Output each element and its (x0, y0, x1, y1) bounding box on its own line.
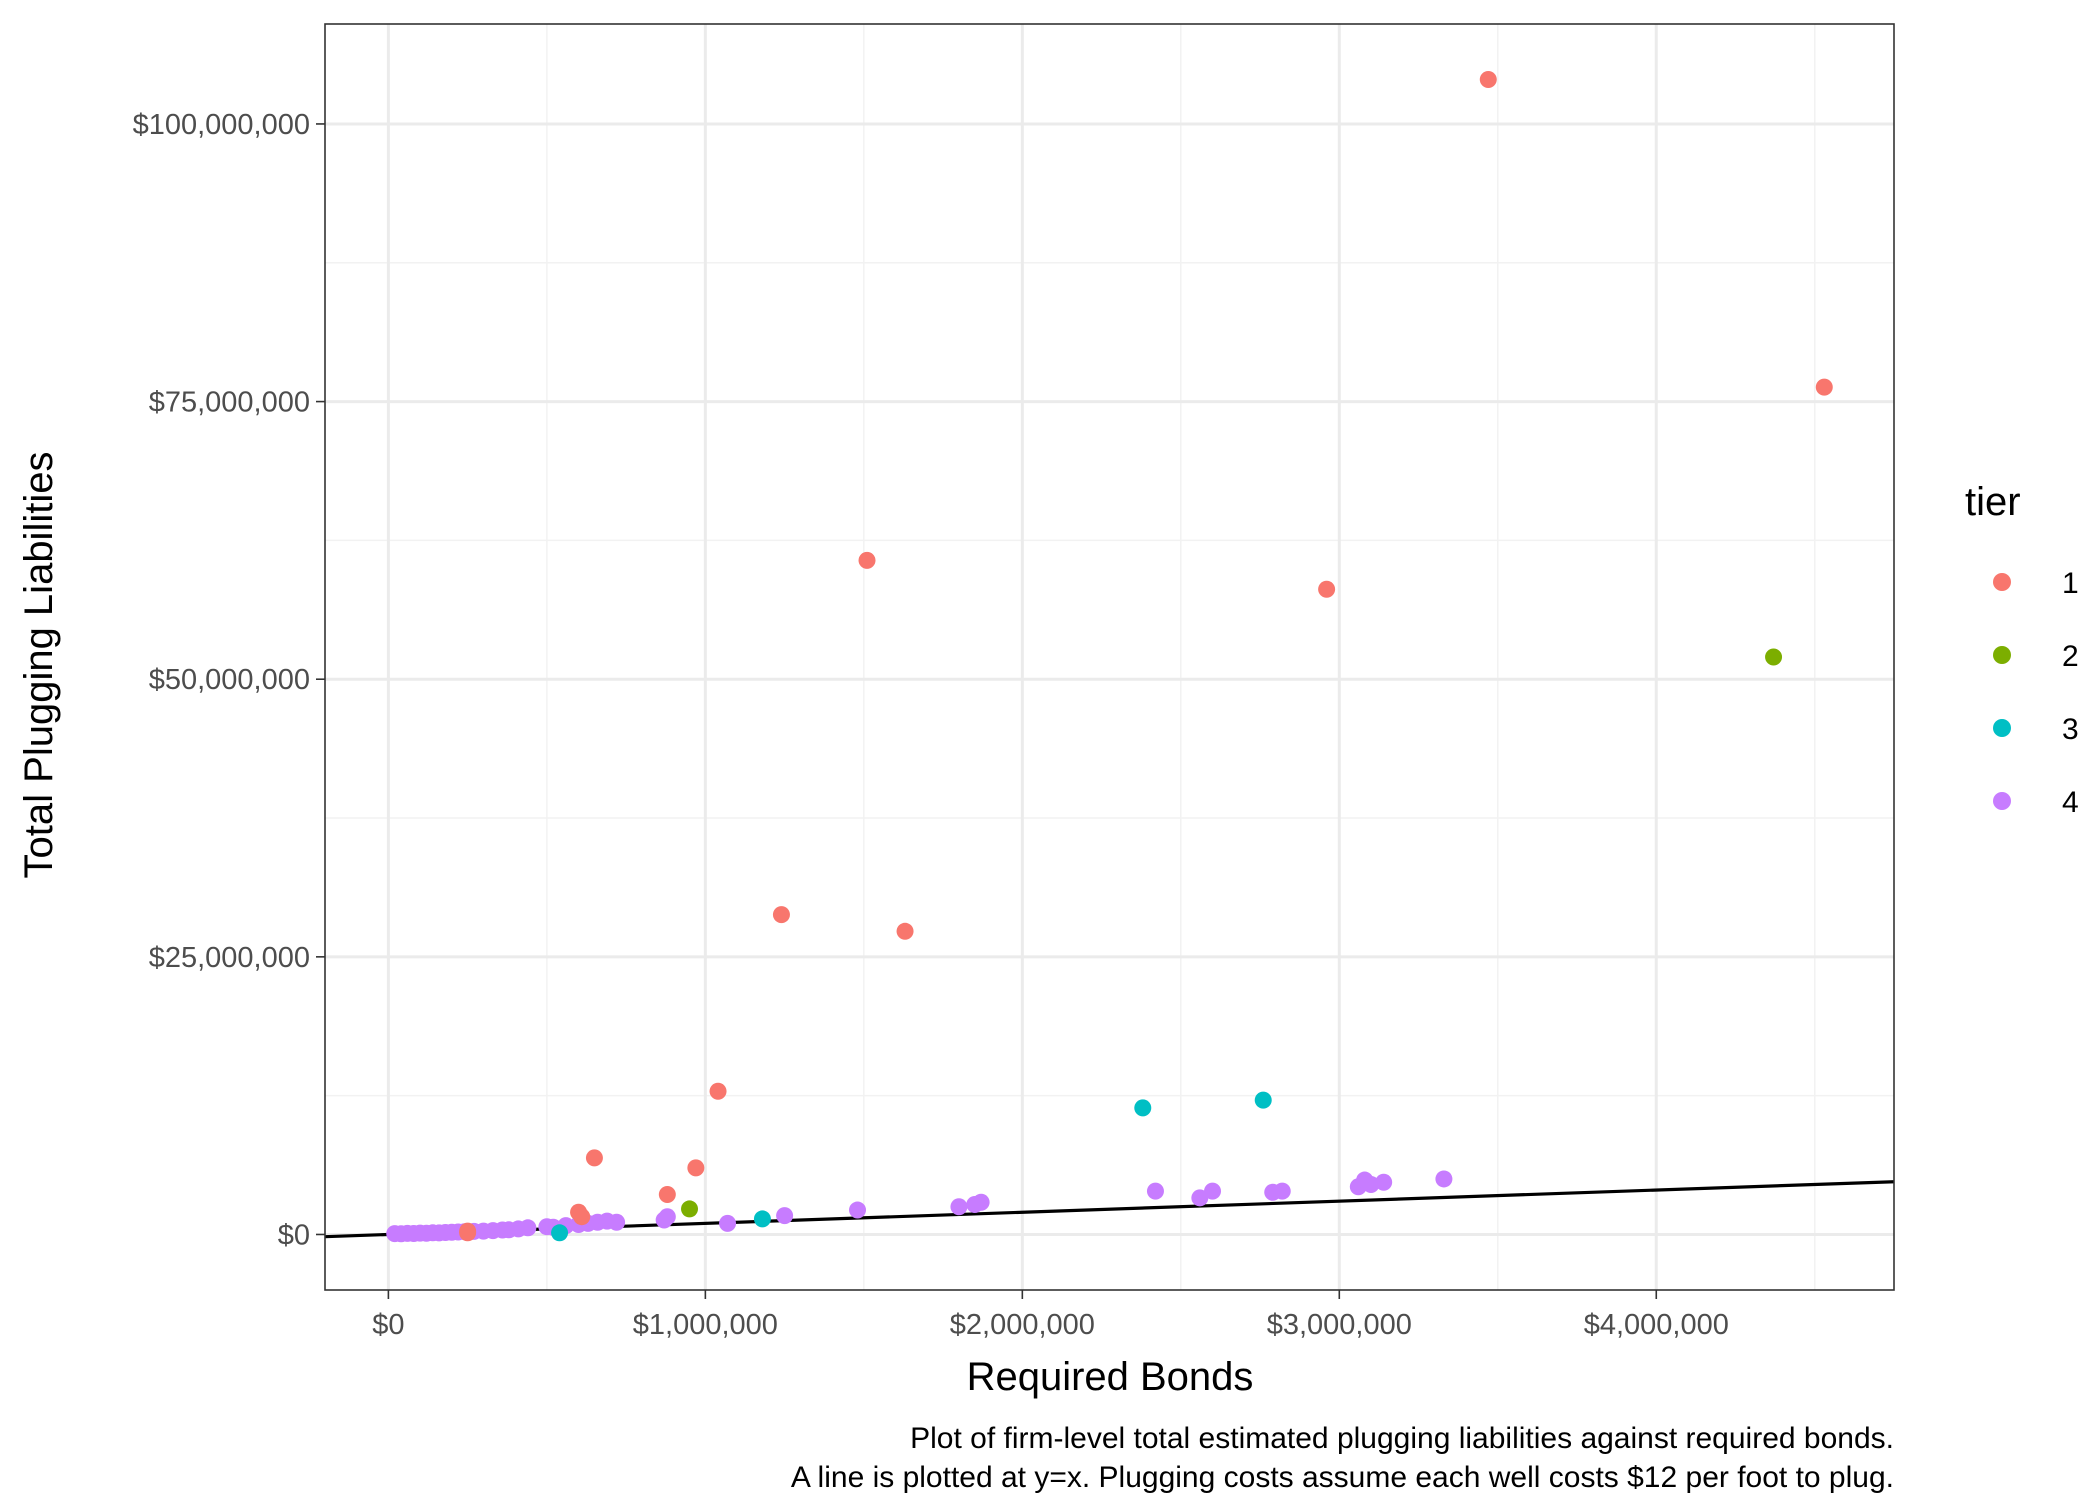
y-tick-label: $0 (278, 1219, 310, 1251)
legend-entries: 1 2 3 4 (1993, 567, 2079, 819)
data-point-tier-4 (719, 1214, 737, 1232)
caption-line-1: Plot of firm-level total estimated plugg… (910, 1422, 1894, 1455)
x-axis-ticks: $0 $1,000,000 $2,000,000 $3,000,000 $4,000,0… (372, 1290, 1729, 1341)
data-point-tier-4 (1146, 1182, 1164, 1200)
y-axis-ticks: $0 $25,000,000 $50,000,000 $75,000,000 $100,… (133, 109, 325, 1251)
legend-label-tier-2: 2 (2062, 640, 2079, 673)
plot-panel-border (324, 23, 1895, 1291)
major-gridlines (325, 24, 1894, 1290)
legend-key-tier-3 (1993, 719, 2011, 737)
data-point-tier-4 (776, 1207, 794, 1225)
x-tick-label: $4,000,000 (1584, 1309, 1729, 1341)
data-point-tier-1 (772, 906, 790, 924)
legend-key-tier-4 (1993, 792, 2011, 810)
data-point-tier-1 (687, 1159, 705, 1177)
minor-gridlines (325, 24, 1894, 1290)
y-tick-label: $75,000,000 (149, 387, 310, 419)
data-point-tier-4 (658, 1208, 676, 1226)
caption-line-2: A line is plotted at y=x. Plugging costs… (791, 1461, 1894, 1494)
data-point-tier-4 (1435, 1170, 1453, 1188)
legend-title: tier (1965, 480, 2021, 524)
y-tick-label: $25,000,000 (149, 942, 310, 974)
data-point-tier-3 (1254, 1091, 1272, 1109)
data-point-tier-4 (1191, 1189, 1209, 1207)
data-point-tier-1 (1318, 580, 1336, 598)
data-point-tier-4 (1375, 1173, 1393, 1191)
data-point-tier-4 (849, 1201, 867, 1219)
legend: tier 1 2 3 4 (1965, 480, 2079, 819)
data-point-tier-2 (1765, 648, 1783, 666)
x-axis-title: Required Bonds (967, 1355, 1254, 1399)
data-point-tier-4 (519, 1219, 537, 1237)
data-point-tier-4 (1204, 1182, 1222, 1200)
x-tick-label: $1,000,000 (633, 1309, 778, 1341)
data-point-tier-3 (551, 1224, 569, 1242)
legend-label-tier-4: 4 (2062, 786, 2079, 819)
legend-label-tier-3: 3 (2062, 713, 2079, 746)
data-point-tier-1 (573, 1208, 591, 1226)
x-tick-label: $3,000,000 (1267, 1309, 1412, 1341)
data-point-tier-4 (1273, 1182, 1291, 1200)
data-points (386, 71, 1833, 1243)
data-point-tier-1 (1815, 378, 1833, 396)
y-axis-title: Total Plugging Liabilities (17, 452, 61, 879)
legend-key-tier-1 (1993, 573, 2011, 591)
data-point-tier-1 (1479, 71, 1497, 89)
y-tick-label: $100,000,000 (133, 109, 310, 141)
data-point-tier-2 (681, 1200, 699, 1218)
data-point-tier-1 (459, 1224, 477, 1242)
data-point-tier-1 (858, 551, 876, 569)
data-point-tier-4 (950, 1198, 968, 1216)
data-point-tier-3 (1134, 1099, 1152, 1117)
data-point-tier-4 (608, 1213, 626, 1231)
data-point-tier-1 (658, 1185, 676, 1203)
x-tick-label: $2,000,000 (950, 1309, 1095, 1341)
data-point-tier-1 (896, 922, 914, 940)
data-point-tier-4 (1362, 1176, 1380, 1193)
data-point-tier-1 (585, 1149, 603, 1167)
x-tick-label: $0 (372, 1309, 404, 1341)
data-point-tier-3 (753, 1210, 771, 1228)
legend-label-tier-1: 1 (2062, 567, 2079, 600)
data-point-tier-1 (709, 1082, 727, 1100)
y-tick-label: $50,000,000 (149, 664, 310, 696)
legend-key-tier-2 (1993, 646, 2011, 664)
data-point-tier-4 (972, 1193, 990, 1211)
